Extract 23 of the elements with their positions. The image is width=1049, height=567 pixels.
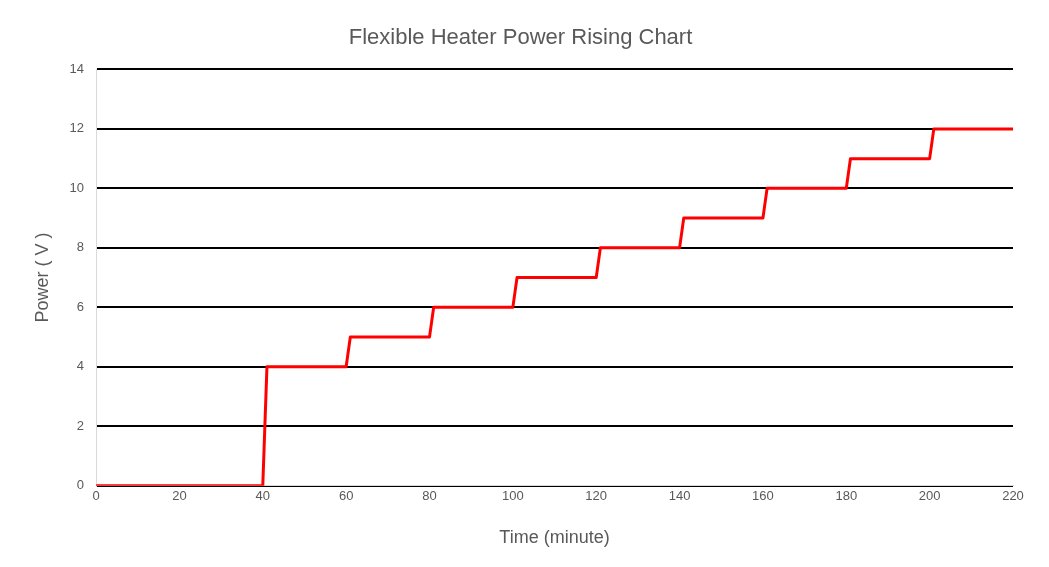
x-tick-label: 0	[92, 488, 100, 504]
x-tick-label: 140	[668, 488, 691, 504]
x-tick-label: 180	[835, 488, 858, 504]
x-tick-label: 100	[502, 488, 524, 504]
chart-title: Flexible Heater Power Rising Chart	[348, 24, 693, 50]
y-tick-label: 8	[76, 239, 85, 255]
y-axis-title: Power ( V )	[31, 232, 52, 323]
x-tick-label: 120	[585, 488, 608, 504]
y-tick-label: 4	[76, 358, 85, 374]
y-tick-label: 0	[76, 477, 85, 493]
x-axis-title: Time (minute)	[499, 527, 610, 548]
x-tick-label: 160	[752, 488, 774, 504]
x-tick-label: 200	[918, 488, 941, 504]
x-tick-label: 80	[422, 488, 437, 504]
y-tick-label: 10	[69, 179, 85, 195]
x-tick-label: 220	[1002, 488, 1024, 504]
y-tick-label: 6	[76, 298, 85, 314]
y-tick-label: 12	[69, 120, 85, 136]
x-tick-label: 60	[338, 488, 354, 504]
y-tick-label: 14	[69, 60, 85, 76]
x-tick-label: 20	[172, 488, 187, 504]
x-tick-label: 40	[255, 488, 271, 504]
y-tick-label: 2	[76, 417, 85, 433]
